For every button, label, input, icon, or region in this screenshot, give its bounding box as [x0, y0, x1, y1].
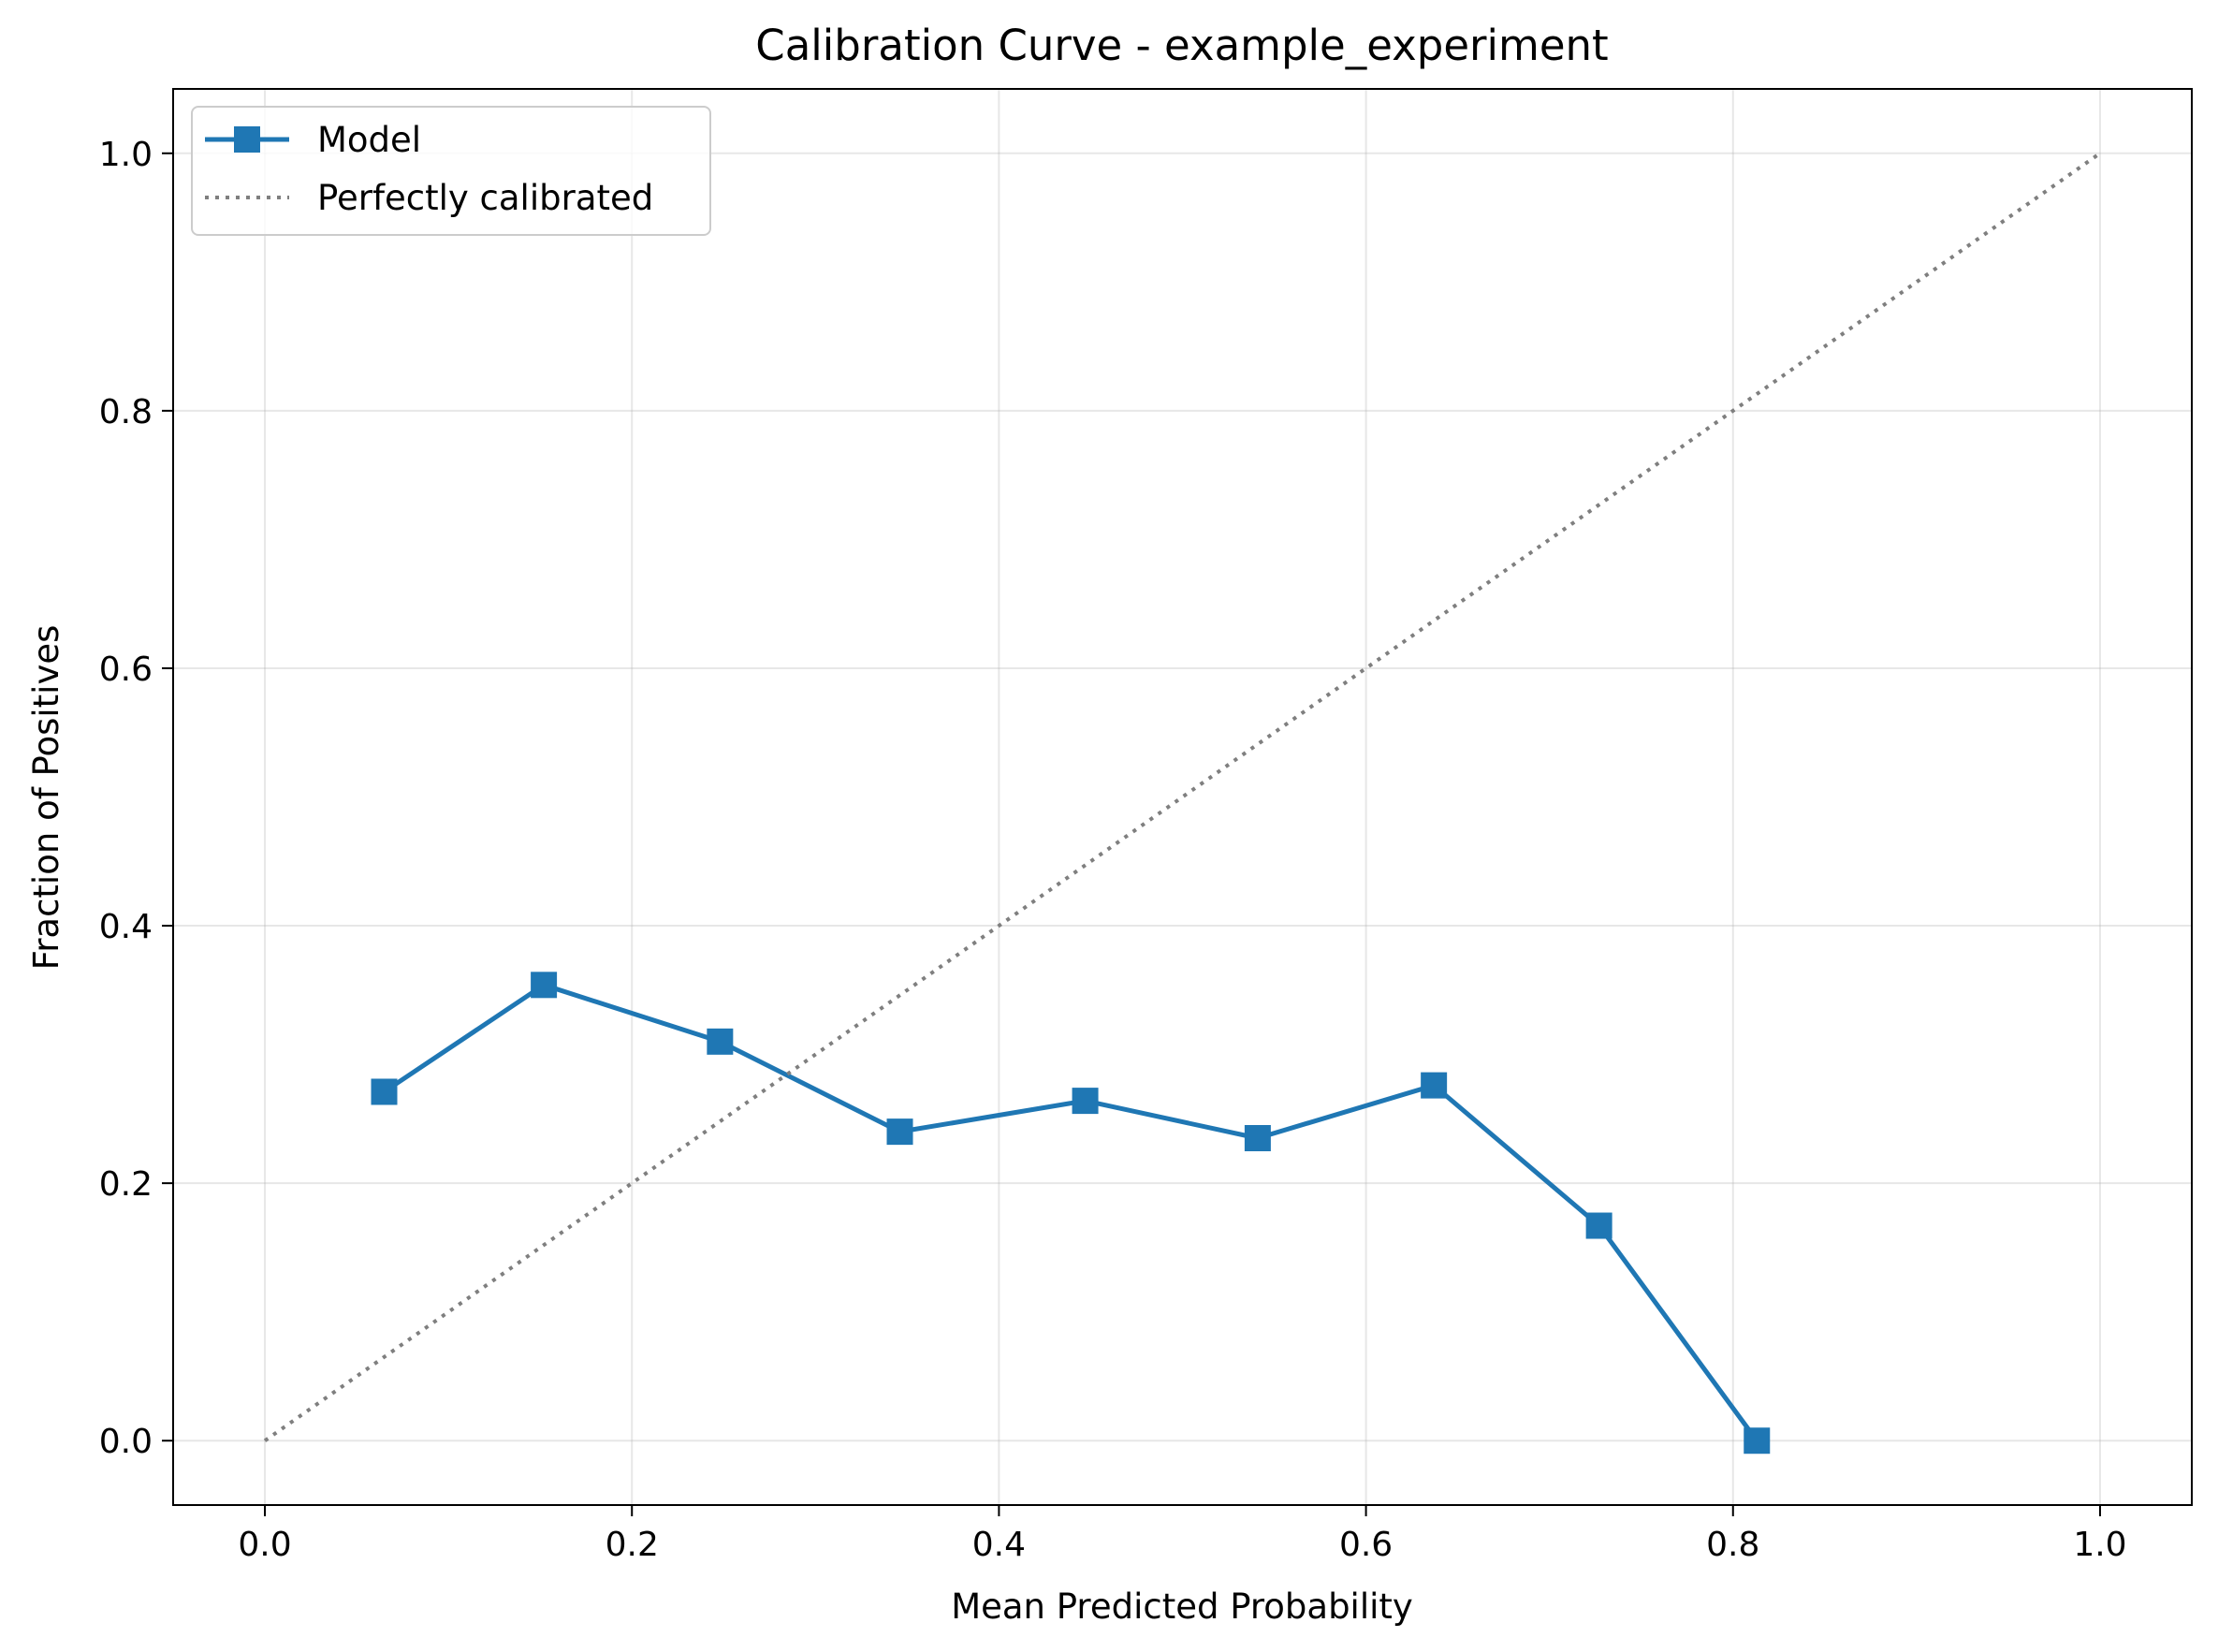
- model-point-2: [707, 1028, 734, 1055]
- model-point-3: [886, 1118, 913, 1146]
- x-tick-label-4: 0.8: [1706, 1526, 1759, 1564]
- legend: Model Perfectly calibrated: [191, 106, 711, 236]
- plot-frame: [172, 88, 2193, 1506]
- model-point-6: [1421, 1072, 1448, 1099]
- x-tick-label-1: 0.2: [606, 1526, 659, 1564]
- legend-model-marker: [234, 126, 260, 153]
- y-tick-label-2: 0.4: [99, 908, 153, 946]
- x-tick-label-0: 0.0: [238, 1526, 291, 1564]
- x-tick-label-3: 0.6: [1339, 1526, 1393, 1564]
- model-point-0: [371, 1078, 398, 1105]
- model-point-7: [1585, 1212, 1612, 1239]
- model-point-5: [1244, 1124, 1271, 1151]
- x-axis-ticks: 0.0 0.2 0.4 0.6 0.8 1.0: [238, 1505, 2127, 1564]
- x-tick-label-5: 1.0: [2073, 1526, 2126, 1564]
- chart-title: Calibration Curve - example_experiment: [755, 21, 1608, 70]
- series-layer: [263, 152, 2102, 1455]
- y-axis-ticks: 0.0 0.2 0.4 0.6 0.8 1.0: [99, 136, 173, 1461]
- model-point-1: [531, 972, 558, 999]
- legend-box: [191, 106, 711, 236]
- y-tick-label-5: 1.0: [99, 136, 153, 174]
- legend-model-label: Model: [317, 120, 421, 160]
- x-tick-label-2: 0.4: [972, 1526, 1026, 1564]
- legend-perfect-label: Perfectly calibrated: [317, 178, 653, 218]
- perfectly-calibrated-line: [263, 152, 2102, 1442]
- y-tick-label-1: 0.2: [99, 1165, 153, 1204]
- model-point-4: [1072, 1088, 1099, 1115]
- x-axis-label: Mean Predicted Probability: [951, 1586, 1413, 1627]
- model-point-8: [1744, 1427, 1771, 1455]
- y-tick-label-0: 0.0: [99, 1423, 153, 1461]
- y-tick-label-3: 0.6: [99, 651, 153, 689]
- y-tick-label-4: 0.8: [99, 393, 153, 431]
- y-axis-label: Fraction of Positives: [26, 625, 66, 971]
